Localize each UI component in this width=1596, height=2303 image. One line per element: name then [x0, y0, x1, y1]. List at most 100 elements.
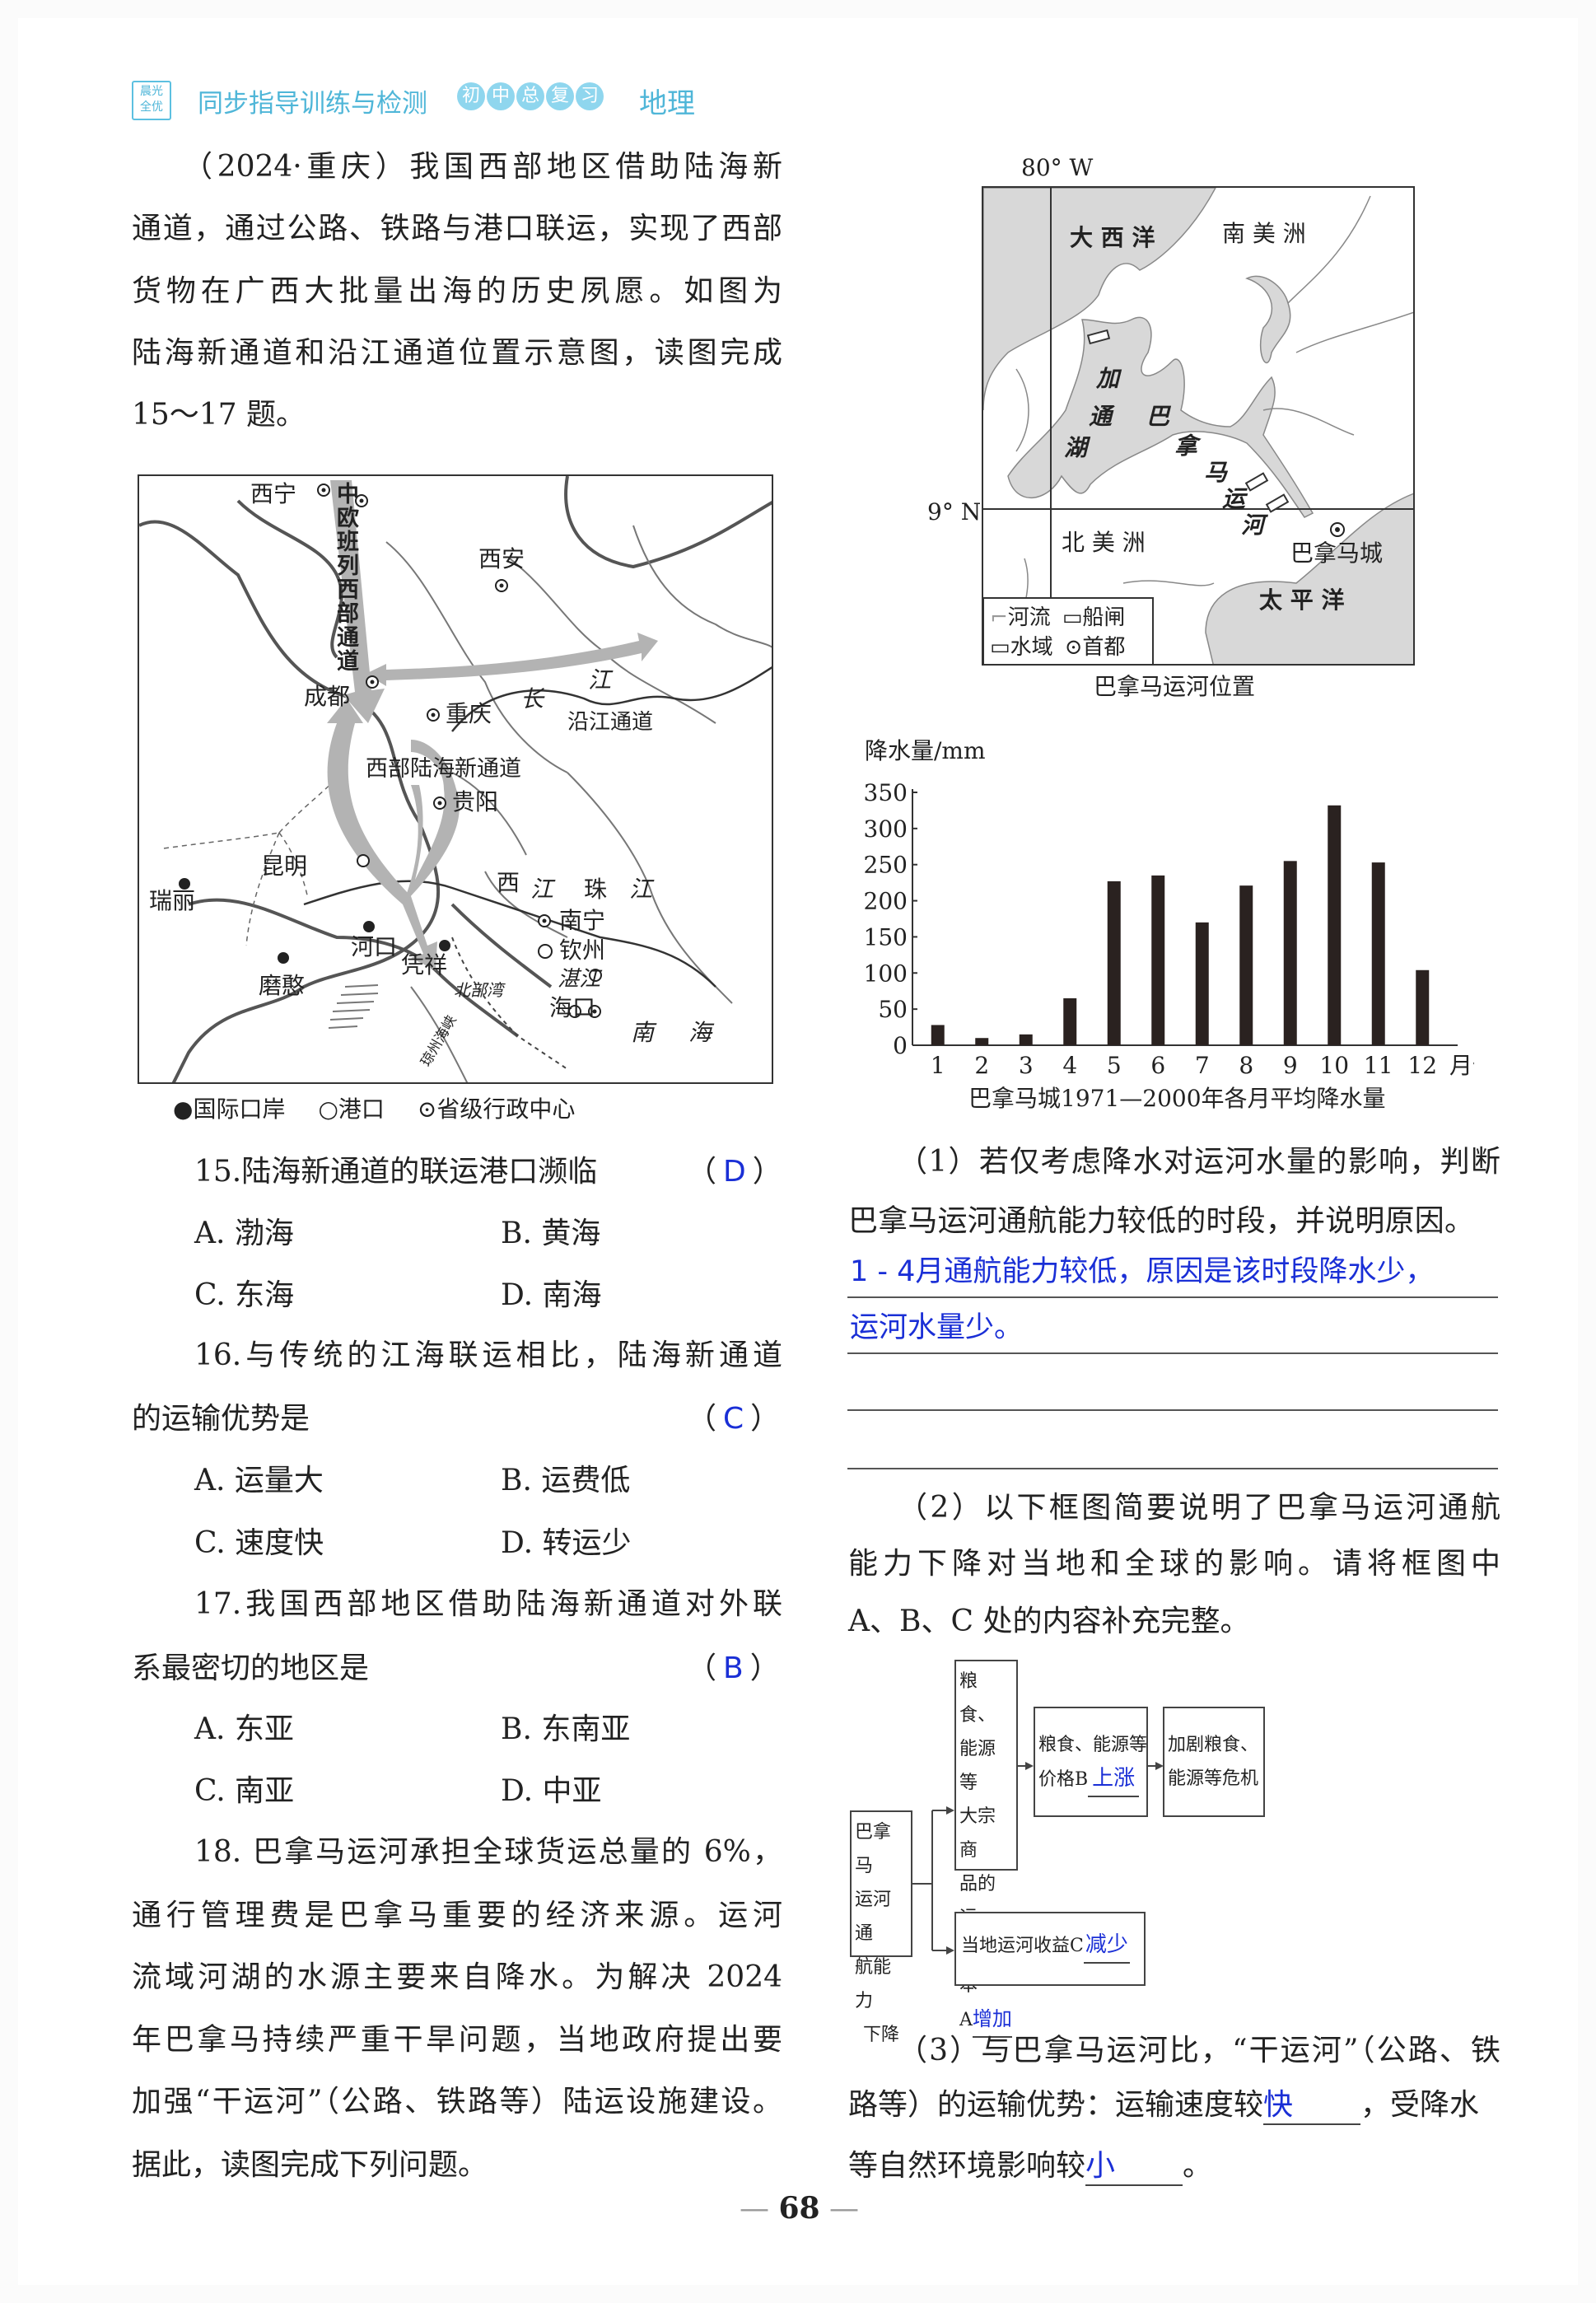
option: C. 东海	[194, 1278, 295, 1312]
answer-line	[847, 1468, 1498, 1469]
panama-map-drawing	[983, 188, 1413, 664]
qiongzhou-hatching	[328, 984, 379, 1029]
river-label: 长	[520, 685, 544, 712]
x-tick-label: 5	[1107, 1052, 1122, 1079]
flow-box-a: 粮食、能源等大宗商品的运输成本 A增加	[954, 1660, 1018, 2038]
x-tick-label: 2	[974, 1052, 989, 1079]
y-tick-label: 150	[864, 923, 908, 951]
chart-ylabel: 降水量/mm	[865, 737, 986, 764]
legend-frame	[983, 597, 1154, 664]
lake-label-char: 湖	[1064, 434, 1088, 461]
land-sea-arrow-loop	[403, 740, 460, 904]
y-tick-label: 50	[878, 996, 908, 1023]
land-sea-arrow-left	[327, 698, 437, 970]
sub2-line: A、B、C 处的内容补充完整。	[848, 1605, 1250, 1638]
river-label: 西	[497, 869, 520, 896]
x-tick-label: 11	[1364, 1052, 1393, 1079]
city-label: 成都	[304, 683, 351, 710]
lake-label-char: 通	[1089, 403, 1113, 430]
x-tick-label: 8	[1239, 1052, 1253, 1079]
intro-line: 货物在广西大批量出海的历史夙愿。如图为	[132, 274, 782, 308]
bar-month-1	[931, 1025, 945, 1045]
option: D. 中亚	[501, 1774, 602, 1808]
port-icon: ○	[318, 1095, 338, 1123]
water-areas	[983, 188, 1413, 664]
flow-connectors	[912, 1762, 1164, 1955]
q18-line: 据此，读图完成下列问题。	[132, 2148, 488, 2182]
q18-line: 18. 巴拿马运河承担全球货运总量的 6%，	[194, 1835, 782, 1869]
y-tick-label: 100	[864, 960, 908, 987]
y-tick-label: 300	[864, 815, 908, 843]
gulf-label: 北部湾	[454, 980, 503, 1000]
canal-label-char: 马	[1204, 459, 1228, 486]
bar-month-2	[975, 1038, 989, 1045]
badge-char: 复	[546, 82, 574, 110]
answer-line	[847, 1296, 1498, 1298]
option: D. 转运少	[501, 1526, 632, 1560]
blank-a: 增加	[972, 2002, 1012, 2038]
sea-label: 海	[688, 1019, 712, 1046]
map-label-north-america: 北 美 洲	[1062, 529, 1146, 556]
border-port-icon: ●	[173, 1095, 194, 1123]
q18-line: 流域河湖的水源主要来自降水。为解决 2024	[132, 1960, 782, 1994]
sub1-answer: 1 - 4月通航能力较低，原因是该时段降水少，	[850, 1255, 1435, 1288]
river-label: 珠	[584, 876, 608, 903]
bar-month-5	[1107, 881, 1121, 1045]
blank-c: 减少	[1083, 1928, 1130, 1964]
y-tick-label: 350	[864, 779, 908, 806]
capital-icon: ⊙	[417, 1095, 437, 1123]
intro-line: 15～17 题。	[132, 398, 306, 432]
y-tick-label: 250	[864, 852, 908, 879]
x-tick-label: 6	[1150, 1052, 1165, 1079]
x-tick-label: 3	[1019, 1052, 1034, 1079]
x-axis-label: 月份	[1449, 1052, 1474, 1079]
canal-label-char: 巴	[1146, 403, 1170, 430]
sea-label: 南	[631, 1019, 655, 1046]
river-label: 江	[588, 666, 612, 694]
canal-label-char: 拿	[1174, 432, 1198, 460]
corridor-arrows	[327, 480, 658, 970]
corridor-label-land-sea: 西部陆海新通道	[366, 756, 521, 782]
logo: 晨光全优	[132, 81, 171, 120]
canal-label-char: 河	[1241, 512, 1265, 539]
option: B. 运费低	[501, 1464, 631, 1497]
city-label: 瑞丽	[149, 887, 196, 914]
gulf-shoreline	[451, 937, 568, 1070]
option: A. 东亚	[194, 1712, 294, 1746]
flow-box-c: 当地运河收益C减少	[954, 1912, 1146, 1986]
x-tick-label: 4	[1062, 1052, 1077, 1079]
panama-canal-map: 大 西 洋 南 美 洲 北 美 洲 太 平 洋 巴拿马城 加 通 湖 巴 拿 马…	[982, 186, 1415, 666]
flow-box-crisis: 加剧粮食、 能源等危机	[1163, 1707, 1265, 1817]
sub1-line: 巴拿马运河通航能力较低的时段，并说明原因。	[848, 1204, 1474, 1238]
blank-b: 上涨	[1088, 1762, 1140, 1797]
city-label: 贵阳	[452, 788, 499, 815]
q18-line: 年巴拿马持续严重干旱问题，当地政府提出要	[132, 2023, 782, 2057]
city-label: 南宁	[559, 907, 606, 934]
map-label-panama-city: 巴拿马城	[1290, 540, 1384, 567]
blank-environment: 小	[1085, 2148, 1183, 2186]
sub1-answer: 运河水量少。	[850, 1311, 1024, 1344]
sub3-line: 等自然环境影响较小。	[848, 2148, 1212, 2186]
lock-icons	[1086, 329, 1290, 513]
water-icon: ▭	[990, 635, 1010, 660]
intro-line: 通道，通过公路、铁路与港口联运，实现了西部	[132, 212, 782, 245]
map-label-pacific: 太 平 洋	[1259, 586, 1345, 614]
city-label: 河口	[351, 933, 398, 960]
option: A. 渤海	[194, 1217, 294, 1250]
corridor-label-yangtze: 沿江通道	[567, 710, 654, 735]
q18-line: 通行管理费是巴拿马重要的经济来源。运河	[132, 1899, 782, 1932]
series-title: 同步指导训练与检测	[198, 89, 427, 119]
longitude-label: 80° W	[1021, 154, 1094, 181]
bar-month-11	[1371, 862, 1385, 1045]
city-label: 昆明	[261, 853, 308, 880]
chart-title: 巴拿马城1971—2000年各月平均降水量	[968, 1085, 1386, 1112]
intro-line: （2024·重庆）我国西部地区借助陆海新	[183, 150, 782, 184]
page-header: 晨光全优 同步指导训练与检测 初 中 总 复 习 地理	[132, 79, 725, 122]
city-label: 磨憨	[259, 972, 306, 999]
precipitation-chart: 050100150200250300350123456789101112月份	[864, 779, 1474, 1079]
china-europe-arrow	[330, 480, 385, 723]
option: A. 运量大	[194, 1464, 324, 1497]
lake-label-char: 加	[1096, 365, 1120, 392]
rail-lines	[163, 772, 342, 946]
answer-bracket: （D）	[687, 1155, 782, 1189]
